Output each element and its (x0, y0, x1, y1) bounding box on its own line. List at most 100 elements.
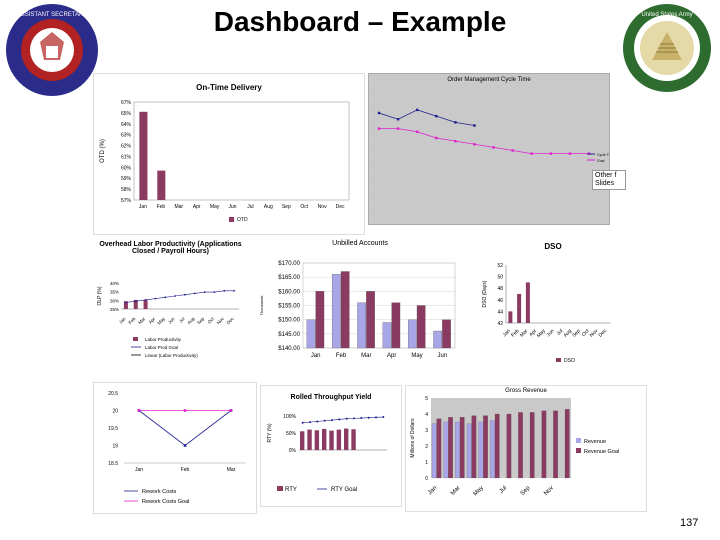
svg-text:United States Army: United States Army (641, 12, 692, 18)
bar (448, 417, 453, 479)
goal-point (367, 416, 370, 419)
x-tick-label: Feb (336, 353, 347, 359)
series-point (377, 127, 381, 130)
y-tick-label: 63% (121, 133, 132, 139)
y-axis-label: OTD (%) (100, 139, 106, 163)
x-tick-label: Jun (229, 204, 237, 210)
bar (433, 330, 442, 349)
legend-label: Labor Prod Goal (145, 345, 178, 350)
x-tick-label: Jul (178, 316, 186, 324)
goal-point (164, 296, 167, 299)
x-tick-label: Apr (528, 328, 538, 338)
x-tick-label: Sep (571, 328, 582, 339)
chart-title: Order Management Cycle Time (447, 77, 531, 83)
series-point (183, 409, 187, 412)
x-tick-label: Nov (216, 316, 226, 326)
bar (541, 410, 547, 479)
x-tick-label: Oct (581, 328, 591, 338)
y-tick-label: 50% (286, 431, 297, 437)
bar (478, 421, 484, 479)
x-tick-label: Sep (196, 316, 206, 326)
bar (431, 423, 437, 479)
goal-point (213, 291, 216, 293)
bar (300, 431, 305, 450)
x-tick-label: Jun (437, 353, 447, 359)
bar (143, 299, 148, 309)
y-tick-label: 19 (112, 444, 118, 450)
series-line (378, 109, 475, 126)
bar (366, 291, 375, 349)
goal-point (301, 421, 304, 424)
y-axis-label: RTY (%) (267, 423, 273, 442)
y-tick-label: 0% (289, 448, 297, 454)
x-tick-label: Nov (589, 328, 600, 339)
legend-label: Revenue (584, 439, 606, 445)
y-tick-label: 60% (121, 165, 132, 171)
x-tick-label: Feb (181, 467, 190, 473)
bar (506, 413, 512, 479)
legend-label: Labor Productivity (145, 337, 182, 342)
y-tick-label: 20.5 (108, 391, 118, 397)
y-tick-label: 44 (497, 309, 503, 315)
x-tick-label: Jan (311, 353, 321, 359)
y-tick-label: 64% (121, 122, 132, 128)
y-tick-label: · (373, 149, 374, 154)
goal-point (345, 417, 348, 420)
bar (329, 430, 334, 450)
y-tick-label: · (373, 195, 374, 200)
overhead-labor-chart: Overhead Labor Productivity (Application… (93, 237, 248, 377)
y-tick-label: 2 (425, 444, 428, 450)
chart-title: Overhead Labor Productivity (Application… (99, 241, 242, 255)
x-tick-label: Oct (300, 204, 308, 210)
legend-swatch (576, 448, 581, 453)
series-point (454, 121, 457, 124)
x-tick-label: Nov (543, 485, 555, 497)
plot-area (133, 101, 350, 201)
x-tick-label: Dec (597, 328, 608, 339)
series-point (415, 108, 419, 112)
goal-point (360, 417, 363, 420)
y-tick-label: 62% (121, 144, 132, 150)
legend-swatch (576, 438, 581, 443)
y-tick-label: 61% (121, 154, 132, 160)
legend-label: Goal (597, 159, 605, 163)
page-number: 137 (680, 517, 699, 529)
plot-area (431, 398, 571, 478)
goal-point (353, 417, 355, 420)
bar (306, 319, 316, 349)
bar (123, 301, 128, 309)
series-point (454, 139, 457, 143)
y-tick-label: 3 (425, 428, 428, 434)
goal-point (309, 421, 311, 424)
series-point (473, 143, 476, 146)
series-point (492, 146, 495, 149)
bar (133, 299, 138, 309)
chart-title: Unbilled Accounts (332, 240, 388, 247)
y-tick-label: 40% (110, 281, 119, 286)
x-tick-label: May (156, 316, 166, 326)
bar (490, 420, 495, 479)
y-tick-label: $150.00 (278, 318, 300, 324)
y-tick-label: · (373, 117, 374, 122)
bar (331, 274, 341, 349)
x-tick-label: Mar (519, 328, 530, 339)
legend-label: Linear (Labor Productivity) (145, 353, 198, 358)
bar (442, 319, 451, 349)
chart-title: On-Time Delivery (196, 83, 262, 92)
y-tick-label: · (373, 164, 374, 169)
y-tick-label: 58% (121, 187, 132, 193)
fmc-seal-logo: United States Army (623, 4, 711, 92)
series-point (435, 114, 438, 118)
goal-line (302, 416, 384, 424)
legend-label: Revenue Goal (584, 449, 619, 455)
x-tick-label: Aug (186, 316, 196, 326)
bar (443, 421, 449, 479)
series-point (511, 149, 514, 152)
y-tick-label: 100% (283, 414, 296, 420)
goal-point (184, 293, 186, 296)
y-tick-label: 65% (121, 111, 132, 117)
y-tick-label: 4 (425, 412, 428, 418)
x-tick-label: Oct (207, 316, 216, 325)
chart-title: Rolled Throughput Yield (290, 394, 372, 401)
x-tick-label: Apr (148, 316, 157, 325)
